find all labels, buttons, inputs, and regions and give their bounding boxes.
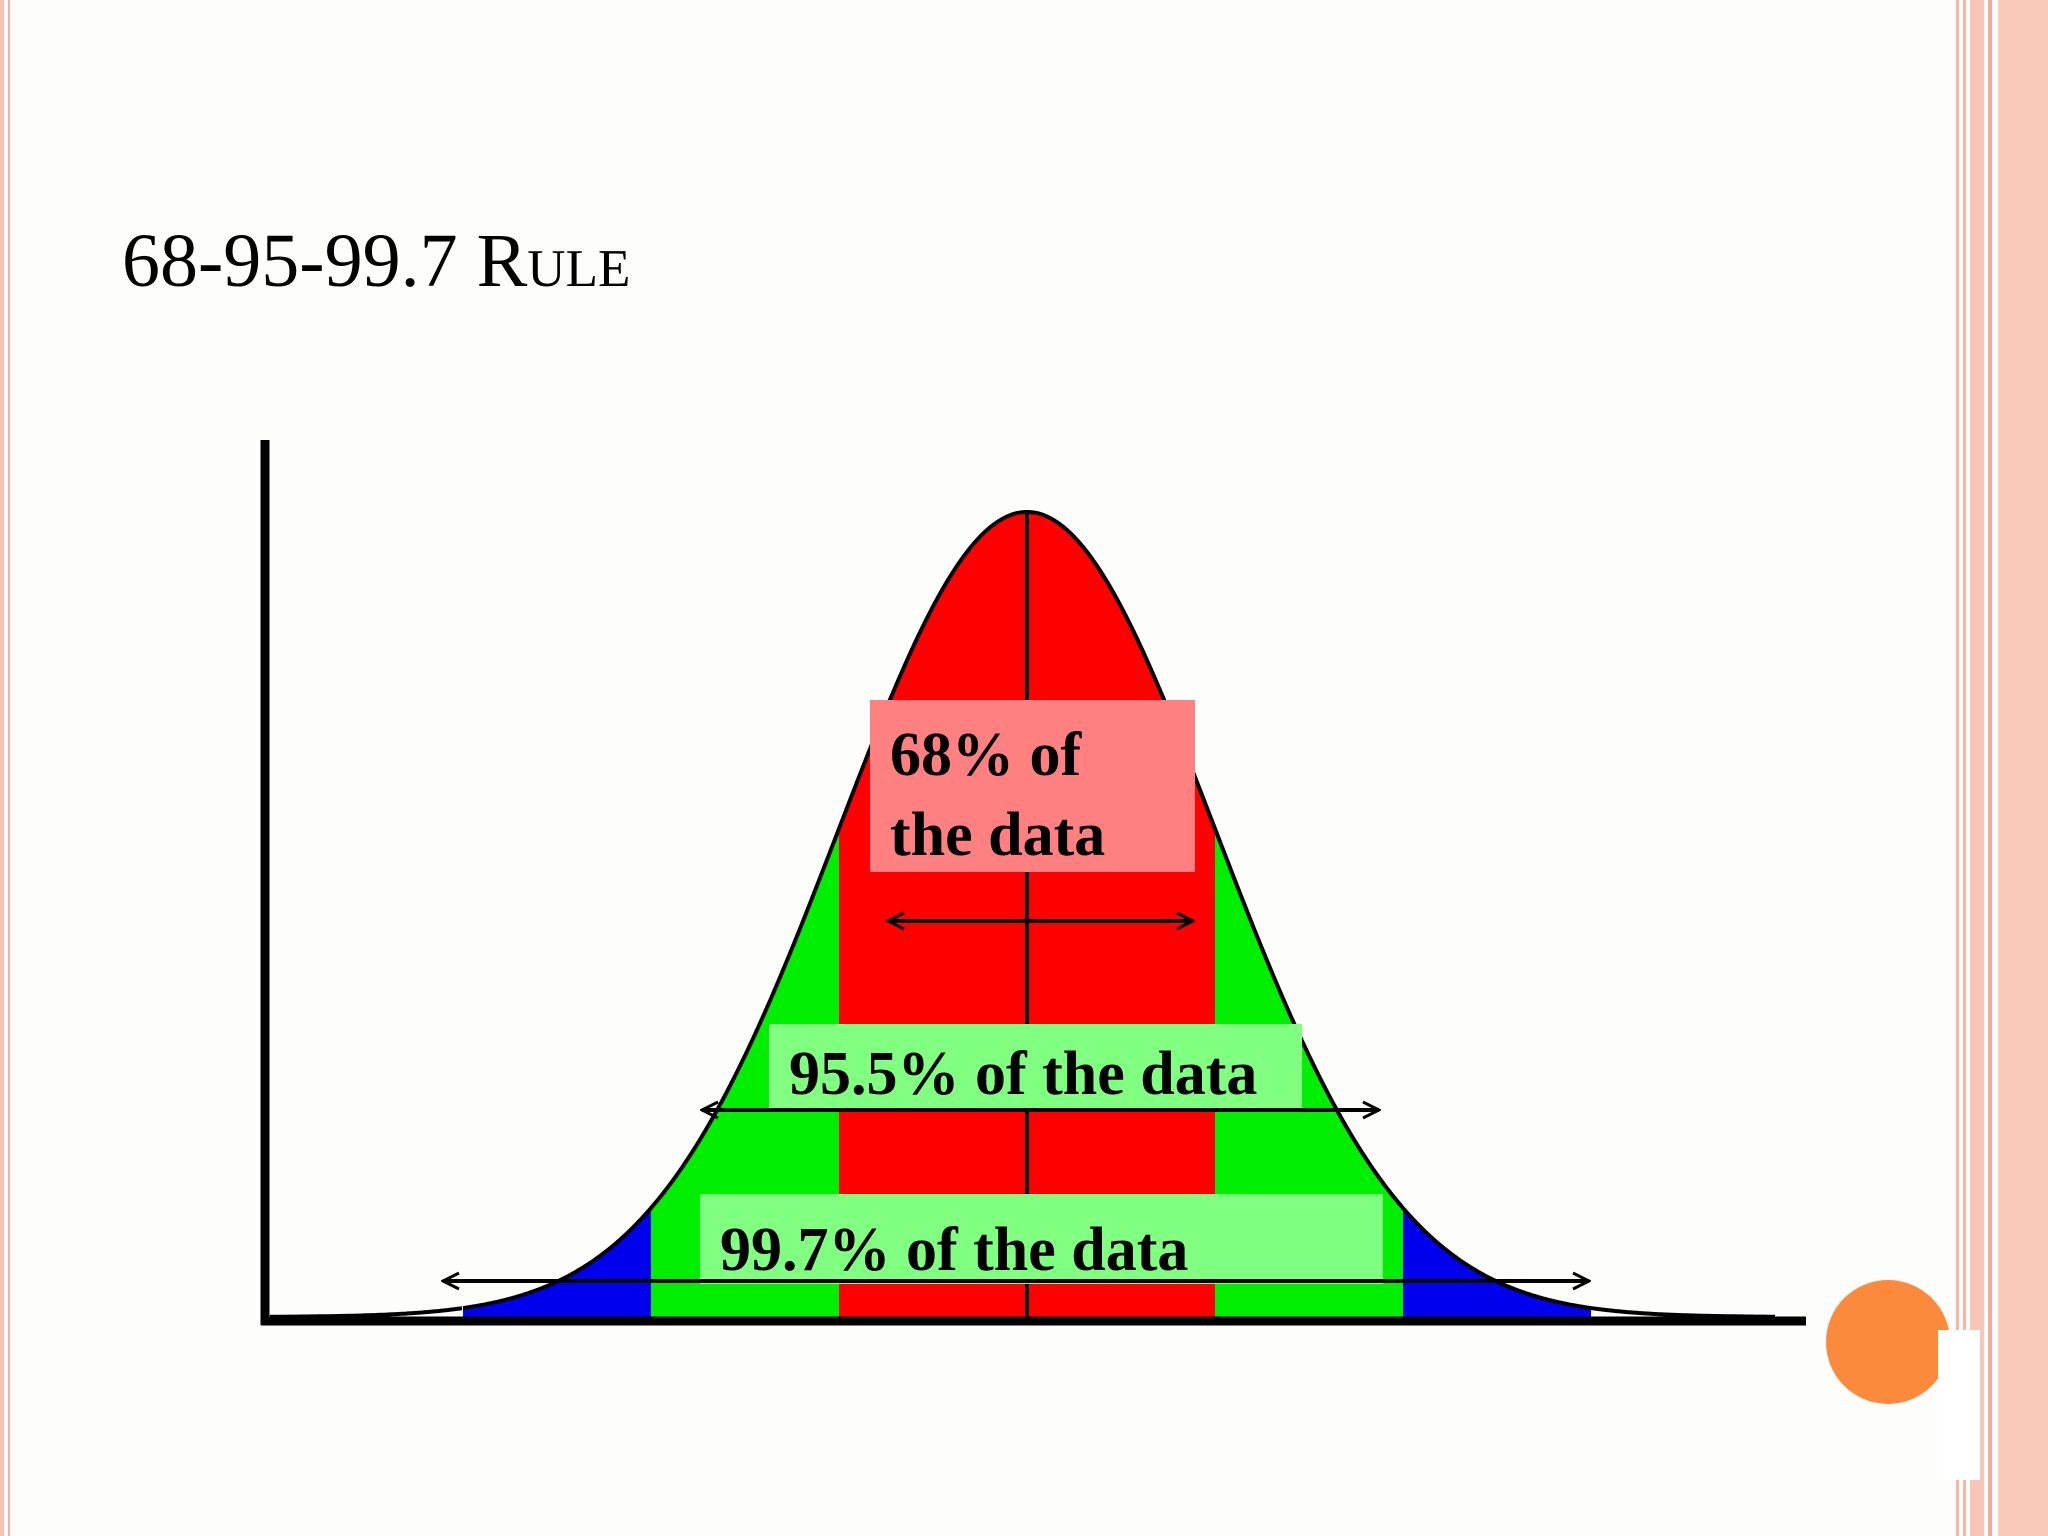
right-border [1956, 0, 2048, 1536]
slide-title: 68-95-99.7 Rule [122, 219, 631, 303]
label-68-line2: the data [890, 801, 1105, 869]
label-95: 95.5% of the data [789, 1040, 1257, 1108]
outside-3sd-left-region [269, 1306, 463, 1319]
accent-dot [1826, 1280, 1950, 1404]
label-68-line1: 68% of [890, 721, 1083, 789]
label-99: 99.7% of the data [720, 1216, 1188, 1284]
left-border [0, 0, 10, 1536]
corner-patch [1938, 1330, 1980, 1480]
label-95-box [769, 1024, 1302, 1111]
3sd-band-right-region [1403, 1208, 1591, 1317]
label-68-box [870, 700, 1195, 872]
label-99-box [700, 1194, 1383, 1284]
3sd-band-left-region [463, 1208, 651, 1317]
outside-3sd-right-region [1590, 1306, 1775, 1319]
